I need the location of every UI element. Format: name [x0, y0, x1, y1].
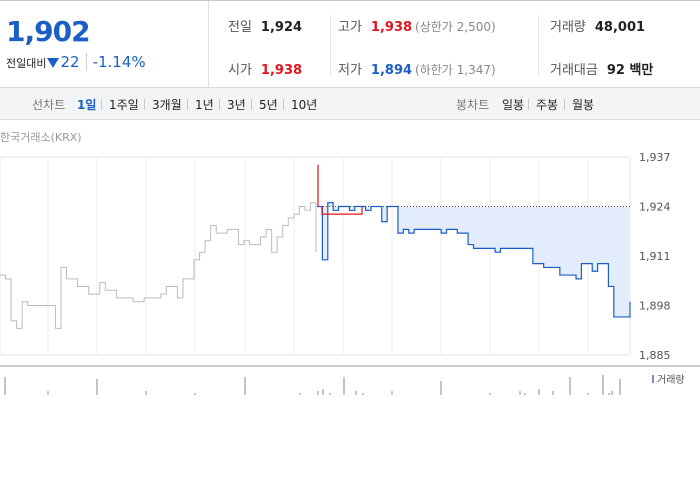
stats-grid: 전일 1,924 고가 1,938 (상한가 2,500) 거래량 48,001 시가 1… — [210, 1, 700, 88]
low: 저가 1,894 (하한가 1,347) — [338, 59, 496, 78]
y-tick-label: 1,885 — [639, 349, 671, 362]
series-prev-line — [0, 202, 317, 329]
tab-weekly[interactable]: 주봉 — [536, 98, 559, 112]
tab-daily[interactable]: 일봉 — [502, 98, 525, 112]
price-chart-svg: 한국거래소(KRX) 1,937 1,924 1,911 1,898 1,885 거래량 — [0, 131, 700, 395]
tab-3y[interactable]: 3년 — [227, 98, 246, 112]
candle-chart-label: 봉차트 — [456, 98, 490, 112]
quote-header: 1,902 전일대비 22 -1.14% 전일 1,924 고가 1,938 (상한가 2… — [0, 0, 700, 88]
y-tick-label: 1,937 — [639, 151, 671, 164]
tab-10y[interactable]: 10년 — [291, 98, 318, 112]
high-label: 고가 — [338, 20, 362, 35]
open-label: 시가 — [228, 63, 252, 78]
y-tick-label: 1,911 — [639, 250, 671, 263]
y-tick-label: 1,898 — [639, 300, 671, 313]
series-today-fill — [317, 202, 630, 317]
tab-3m[interactable]: 3개월 — [152, 98, 182, 112]
prev-close-label: 전일 — [228, 20, 252, 35]
high-value: 1,938 — [370, 20, 413, 35]
chart-title: 한국거래소(KRX) — [0, 131, 82, 144]
series-today-line — [317, 202, 631, 318]
y-tick-label: 1,924 — [639, 201, 671, 214]
tab-1d[interactable]: 1일 — [77, 98, 97, 112]
low-label: 저가 — [338, 63, 362, 78]
divider — [538, 15, 539, 75]
tab-monthly[interactable]: 월봉 — [572, 98, 595, 112]
price-box: 1,902 전일대비 22 -1.14% — [0, 1, 209, 88]
change-row: 전일대비 22 -1.14% — [6, 53, 146, 71]
volume-legend: 거래량 — [657, 374, 685, 386]
tab-divider — [251, 99, 252, 110]
prev-close-value: 1,924 — [260, 20, 303, 35]
chart-tabs: 선차트 1일 1주일 3개월 1년 3년 5년 10년 봉차트 일봉 주봉 월봉 — [0, 88, 700, 120]
change-percent: -1.14% — [85, 53, 146, 71]
tab-divider — [528, 99, 529, 110]
tab-5y[interactable]: 5년 — [259, 98, 278, 112]
lower-limit: (하한가 1,347) — [415, 63, 496, 77]
trade-value: 거래대금 92 백만 — [550, 59, 653, 78]
trade-value-label: 거래대금 — [550, 63, 598, 78]
tab-divider — [144, 99, 145, 110]
tab-1y[interactable]: 1년 — [195, 98, 214, 112]
prev-close: 전일 1,924 — [228, 16, 302, 35]
change-label: 전일대비 — [6, 57, 47, 70]
line-chart-label: 선차트 — [32, 98, 66, 112]
tab-divider — [283, 99, 284, 110]
tab-1w[interactable]: 1주일 — [109, 98, 139, 112]
divider — [330, 15, 331, 75]
tab-divider — [187, 99, 188, 110]
open: 시가 1,938 — [228, 59, 302, 78]
upper-limit: (상한가 2,500) — [415, 20, 496, 34]
volume-legend-swatch — [652, 375, 654, 383]
tab-divider — [101, 99, 102, 110]
volume: 거래량 48,001 — [550, 16, 645, 35]
high: 고가 1,938 (상한가 2,500) — [338, 16, 496, 35]
volume-label: 거래량 — [550, 20, 586, 35]
series-high-spike — [317, 164, 363, 215]
price-chart: 한국거래소(KRX) 1,937 1,924 1,911 1,898 1,885 거래량 — [0, 122, 700, 490]
trade-value-value: 92 백만 — [606, 63, 654, 78]
volume-value: 48,001 — [594, 20, 646, 35]
change-value: 22 — [60, 53, 80, 71]
low-value: 1,894 — [370, 63, 413, 78]
open-value: 1,938 — [260, 63, 303, 78]
tab-divider — [564, 99, 565, 110]
down-triangle-icon — [47, 58, 60, 68]
tab-divider — [219, 99, 220, 110]
current-price: 1,902 — [6, 15, 91, 48]
